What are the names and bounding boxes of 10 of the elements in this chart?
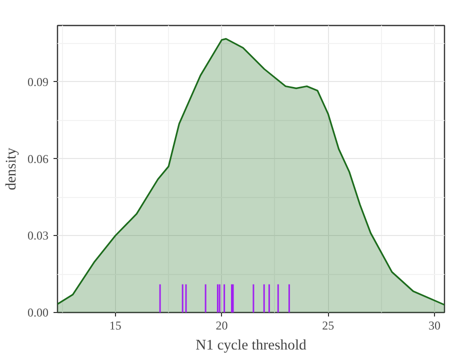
x-tick-label: 25: [322, 318, 334, 332]
x-tick-label: 15: [109, 318, 122, 332]
y-tick-label: 0.09: [28, 74, 48, 89]
x-tick-label: 20: [216, 318, 228, 332]
x-axis-title: N1 cycle threshold: [196, 338, 308, 354]
y-tick-label: 0.06: [28, 152, 48, 166]
y-axis-title: density: [4, 147, 20, 190]
x-tick-label: 30: [428, 318, 440, 332]
y-tick-label: 0.00: [28, 306, 48, 320]
y-tick-label: 0.03: [28, 228, 48, 243]
